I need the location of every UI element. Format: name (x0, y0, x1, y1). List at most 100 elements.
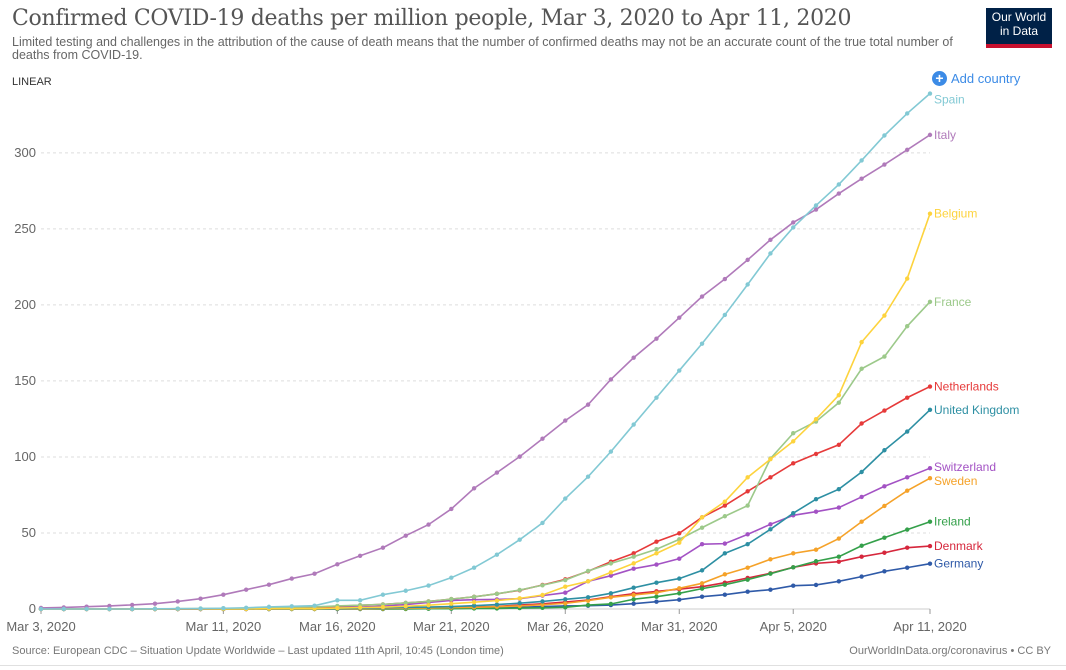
data-point (426, 599, 431, 604)
data-point (813, 509, 819, 514)
data-point (631, 597, 636, 602)
data-point (882, 133, 887, 138)
series-belgium (38, 211, 933, 612)
data-point (631, 422, 636, 427)
data-point (836, 559, 842, 564)
data-point (540, 599, 545, 604)
scale-toggle-button[interactable]: LINEAR (12, 76, 52, 88)
data-point (813, 497, 819, 502)
data-point (540, 520, 545, 526)
data-point (722, 312, 728, 318)
data-point (335, 598, 340, 603)
data-point (791, 565, 796, 570)
data-point (836, 400, 842, 405)
y-tick-label: 0 (29, 601, 36, 616)
data-point (540, 583, 545, 588)
data-point (927, 211, 933, 216)
data-point (494, 591, 500, 596)
data-point (380, 604, 386, 610)
owid-logo[interactable]: Our World in Data (986, 8, 1052, 48)
series-switzerland (38, 465, 933, 612)
data-point (813, 417, 819, 422)
y-tick-label: 150 (14, 373, 36, 388)
data-point (768, 522, 773, 527)
data-point (494, 470, 500, 475)
data-point (927, 519, 933, 524)
series-label: Netherlands (934, 380, 999, 394)
data-point (859, 543, 864, 548)
data-point (312, 571, 317, 576)
data-point (563, 584, 568, 589)
data-point (84, 606, 89, 612)
data-point (471, 594, 477, 600)
grid: 0 50 100 150 200 250 300 (14, 145, 930, 616)
data-point (357, 605, 363, 610)
data-point (654, 580, 659, 585)
divider (0, 665, 1066, 666)
data-point (791, 551, 796, 556)
data-point (357, 598, 363, 603)
data-point (449, 596, 454, 602)
data-point (791, 225, 796, 230)
data-point (631, 551, 636, 556)
data-point (335, 605, 340, 611)
data-point (289, 604, 294, 609)
data-point (836, 191, 842, 196)
data-point (563, 418, 568, 423)
data-point (608, 561, 614, 566)
data-point (289, 576, 294, 581)
data-point (745, 577, 750, 582)
data-point (813, 547, 819, 552)
credit-link[interactable]: OurWorldInData.org/coronavirus • CC BY (849, 645, 1051, 657)
data-point (403, 600, 408, 606)
series-sweden (38, 476, 933, 612)
series-line (41, 213, 931, 610)
data-point (426, 583, 431, 588)
x-tick-label: Mar 11, 2020 (186, 619, 262, 634)
data-point (449, 601, 454, 606)
data-point (791, 461, 796, 466)
data-point (791, 583, 796, 588)
data-point (631, 554, 636, 559)
data-point (471, 599, 477, 605)
data-point (836, 536, 842, 541)
series-label: Spain (934, 93, 965, 107)
data-point (859, 421, 864, 426)
data-point (175, 606, 180, 611)
data-point (882, 569, 887, 574)
data-point (836, 554, 842, 559)
data-point (608, 591, 614, 596)
data-point (471, 486, 477, 491)
data-point (608, 377, 614, 382)
data-point (699, 594, 705, 599)
data-point (722, 276, 728, 282)
data-point (471, 565, 477, 570)
series-label: Germany (934, 557, 983, 571)
data-point (699, 568, 705, 573)
data-point (221, 606, 226, 611)
data-point (266, 582, 272, 587)
x-tick-label: Apr 11, 2020 (893, 619, 966, 634)
data-point (563, 496, 568, 501)
series-labels: Spain Italy Belgium France Netherlands United… (934, 93, 1019, 571)
data-point (631, 585, 636, 590)
data-point (517, 537, 522, 542)
data-point (882, 503, 887, 509)
data-point (722, 541, 728, 546)
data-point (563, 601, 568, 606)
data-point (699, 586, 705, 591)
y-tick-label: 200 (14, 297, 36, 312)
data-point (631, 561, 636, 566)
data-point (882, 550, 887, 555)
plus-icon: + (932, 71, 947, 86)
data-point (540, 592, 545, 598)
data-point (722, 582, 728, 587)
data-point (107, 603, 112, 609)
data-point (768, 587, 773, 592)
data-point (905, 395, 910, 400)
data-point (563, 597, 568, 602)
data-point (905, 111, 910, 116)
data-point (745, 542, 750, 547)
add-country-button[interactable]: + Add country (932, 71, 1020, 86)
data-point (563, 590, 568, 595)
